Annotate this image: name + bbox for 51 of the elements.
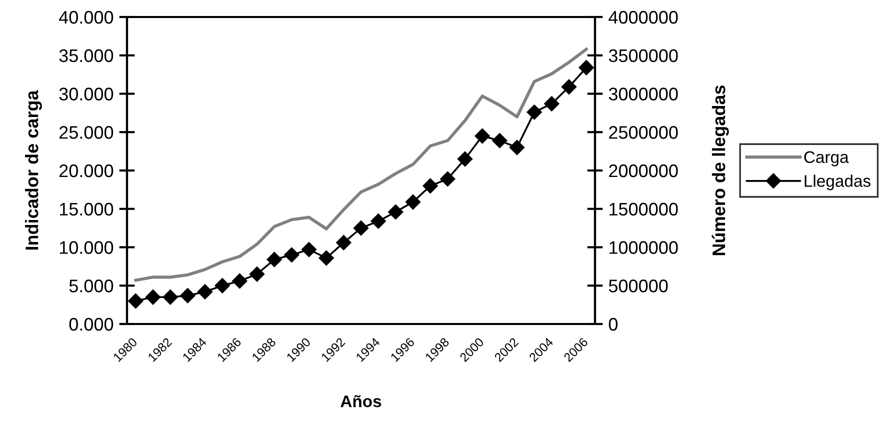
point (492, 133, 508, 148)
point (440, 171, 456, 187)
point (336, 235, 352, 250)
y-tick-label: 0.000 (69, 318, 114, 331)
point (544, 96, 560, 112)
point (180, 288, 196, 304)
point (197, 284, 213, 300)
point (266, 252, 282, 268)
y-tick-label: 20.000 (59, 164, 114, 178)
y2-axis-title: Número de llegadas (712, 85, 729, 256)
y-tick-label: 10.000 (60, 241, 114, 254)
y2-tick-label: 3500000 (608, 49, 678, 62)
y2-tick-label: 4000000 (608, 10, 678, 24)
x-axis-title: Años (340, 395, 382, 408)
y2-tick-label: 2500000 (609, 126, 678, 139)
y-axis-title: Indicador de carga (25, 90, 42, 250)
point (318, 250, 334, 266)
point (526, 104, 542, 120)
point (301, 242, 317, 258)
y-tick-label: 25.000 (59, 126, 114, 139)
legend-label: Llegadas (804, 174, 870, 190)
y2-tick-label: 1500000 (610, 202, 678, 216)
point (405, 194, 421, 210)
point (388, 204, 404, 220)
y-tick-label: 30.000 (59, 88, 114, 100)
y2-tick-label: 500000 (608, 280, 668, 292)
y-tick-label: 5.000 (69, 280, 114, 292)
point (422, 178, 438, 194)
point (232, 273, 248, 289)
point (249, 266, 265, 282)
point (162, 290, 178, 305)
point (284, 247, 300, 262)
y2-tick-label: 2000000 (609, 164, 678, 178)
y2-tick-label: 1000000 (610, 241, 678, 254)
point (578, 60, 594, 76)
y-tick-label: 40.000 (59, 10, 114, 24)
y2-tick-label: 0 (608, 318, 618, 331)
point (214, 278, 230, 294)
legend-label: Carga (804, 151, 849, 166)
y-tick-label: 35.000 (59, 49, 114, 62)
point (561, 79, 577, 94)
point (509, 140, 525, 156)
y-tick-label: 15.000 (60, 202, 114, 216)
point (474, 128, 490, 144)
line-series (134, 48, 588, 282)
point (353, 220, 369, 236)
point (128, 293, 144, 309)
y2-tick-label: 3000000 (608, 88, 678, 100)
point (457, 151, 473, 167)
point (370, 214, 386, 229)
point (145, 290, 161, 305)
